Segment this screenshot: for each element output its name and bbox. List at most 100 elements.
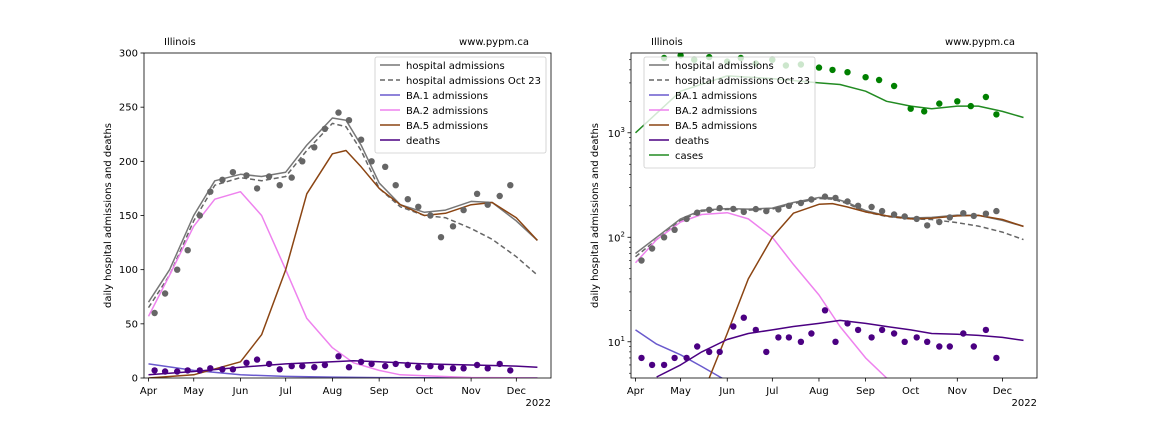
plot-area	[634, 53, 1024, 378]
legend-label-hospital-admissions: hospital admissions	[406, 61, 505, 72]
data-point-deaths	[821, 307, 829, 314]
data-point-hospital-admissions	[740, 208, 747, 216]
legend-label-deaths: deaths	[675, 136, 709, 147]
data-point-hospital-admissions	[219, 176, 226, 183]
y-tick-label: 100	[119, 265, 138, 276]
y-tick-label: 250	[119, 103, 138, 114]
legend-label-cases: cases	[675, 151, 703, 162]
legend-label-hospital-admissions: hospital admissions	[675, 61, 774, 72]
x-tick-label: Jun	[232, 386, 249, 397]
axes-frame	[630, 52, 1038, 379]
x-tick-label: Jul	[765, 386, 778, 397]
data-point-hospital-admissions	[473, 190, 481, 197]
data-point-deaths	[775, 334, 782, 341]
x-tick-label: Aug	[323, 386, 343, 397]
data-point-deaths	[196, 367, 203, 374]
data-point-deaths	[368, 360, 375, 368]
series-line-hospital-admissions-oct-23	[147, 122, 538, 309]
series-line-ba-1-admissions	[635, 329, 724, 378]
data-point-cases	[982, 93, 990, 101]
x-tick-label: Sep	[856, 386, 875, 397]
data-point-deaths	[496, 360, 503, 368]
data-point-hospital-admissions	[299, 158, 306, 165]
data-point-hospital-admissions	[207, 188, 214, 195]
data-point-hospital-admissions	[854, 202, 862, 209]
series-line-ba-5-admissions	[148, 149, 538, 378]
data-point-hospital-admissions	[415, 203, 422, 210]
data-point-deaths	[683, 354, 690, 362]
y-tick-label: 102	[608, 230, 625, 244]
legend-label-ba-2-admissions: BA.2 admissions	[675, 106, 757, 117]
data-point-deaths	[970, 343, 977, 350]
x-tick-label: Oct	[416, 386, 433, 397]
legend-label-ba-5-admissions: BA.5 admissions	[406, 121, 488, 132]
data-point-hospital-admissions	[496, 192, 503, 200]
data-point-deaths	[265, 360, 273, 368]
data-point-hospital-admissions	[683, 215, 690, 223]
data-point-deaths	[648, 361, 656, 369]
data-point-deaths	[288, 362, 295, 370]
data-point-deaths	[507, 367, 514, 374]
y-tick-label: 200	[119, 157, 138, 168]
data-point-hospital-admissions	[229, 169, 237, 176]
data-point-deaths	[763, 348, 770, 356]
data-point-hospital-admissions	[706, 206, 713, 213]
data-point-hospital-admissions	[716, 204, 723, 212]
legend-box	[643, 56, 816, 169]
data-point-deaths	[660, 361, 668, 369]
data-point-deaths	[415, 364, 422, 371]
data-point-deaths	[982, 326, 990, 334]
data-point-deaths	[936, 343, 943, 350]
data-point-deaths	[382, 362, 389, 370]
data-point-deaths	[151, 367, 158, 374]
data-point-deaths	[473, 361, 481, 369]
data-point-deaths	[913, 334, 920, 341]
chart-panel-2: Apr May Jun Jul Aug Sep Oct Nov Dec2022101102103…	[590, 37, 1038, 409]
y-tick-base: 10	[608, 338, 621, 349]
data-point-hospital-admissions	[288, 174, 295, 181]
data-point-cases	[954, 98, 961, 105]
data-point-deaths	[868, 334, 875, 341]
data-point-deaths	[253, 356, 261, 363]
data-point-deaths	[184, 367, 191, 374]
data-point-hospital-admissions	[392, 182, 399, 189]
data-point-deaths	[878, 326, 886, 334]
data-point-hospital-admissions	[844, 198, 851, 205]
data-point-deaths	[752, 326, 759, 334]
data-point-hospital-admissions	[484, 201, 491, 208]
data-point-deaths	[357, 358, 365, 365]
series-line-hospital-admissions-oct-23	[635, 197, 1024, 258]
x-tick-label: Sep	[370, 386, 389, 397]
source-label: www.pypm.ca	[945, 37, 1015, 48]
x-tick-label: Jun	[718, 386, 735, 397]
data-point-hospital-admissions	[936, 218, 943, 226]
data-point-deaths	[808, 330, 815, 337]
data-point-hospital-admissions	[151, 309, 158, 317]
data-point-deaths	[740, 314, 747, 321]
data-point-hospital-admissions	[878, 207, 886, 215]
data-point-hospital-admissions	[345, 117, 353, 124]
x-tick-label: Oct	[902, 386, 919, 397]
data-point-cases	[815, 64, 823, 71]
data-point-hospital-admissions	[437, 234, 445, 241]
data-point-hospital-admissions	[821, 193, 829, 200]
region-label: Illinois	[164, 37, 196, 48]
data-point-hospital-admissions	[660, 234, 668, 241]
x-year-label: 2022	[526, 398, 551, 409]
data-point-hospital-admissions	[404, 196, 411, 203]
data-point-deaths	[730, 323, 737, 330]
data-point-deaths	[243, 359, 250, 366]
data-point-hospital-admissions	[638, 257, 645, 264]
y-tick-label: 300	[119, 49, 138, 60]
x-tick-label: Dec	[507, 386, 526, 397]
y-tick-label: 101	[608, 335, 625, 349]
data-point-deaths	[427, 362, 434, 370]
data-point-hospital-admissions	[368, 158, 375, 165]
data-point-deaths	[299, 362, 306, 370]
legend-label-ba-2-admissions: BA.2 admissions	[406, 106, 488, 117]
data-point-deaths	[716, 348, 723, 356]
data-point-deaths	[706, 348, 713, 356]
data-point-hospital-admissions	[174, 266, 181, 273]
data-point-hospital-admissions	[427, 212, 434, 219]
